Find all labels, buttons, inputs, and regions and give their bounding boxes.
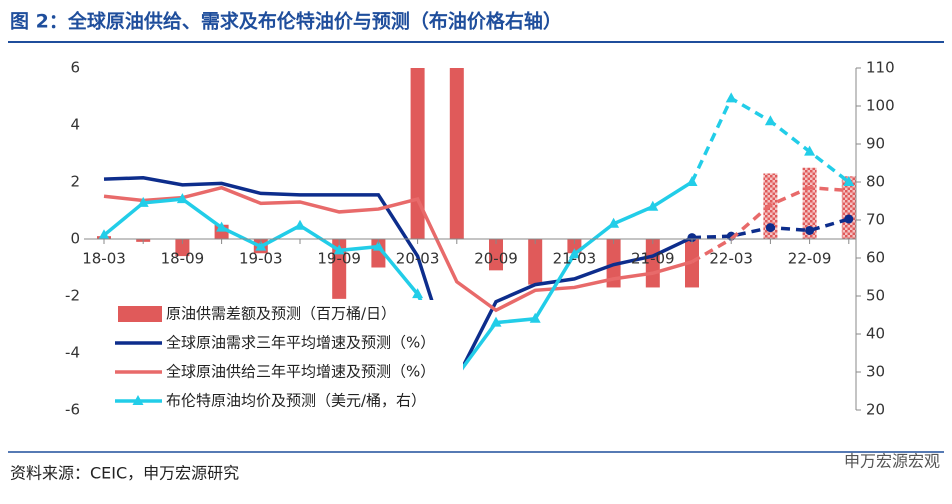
forecast-line — [690, 95, 850, 184]
legend-marker — [132, 395, 144, 405]
y2-tick-label: 40 — [866, 325, 885, 343]
y-tick-label: 2 — [70, 173, 80, 191]
y2-tick-label: 60 — [866, 249, 885, 267]
marker — [412, 288, 424, 299]
marker — [805, 225, 815, 235]
x-tick-label: 18-03 — [82, 250, 126, 268]
marker — [216, 221, 228, 232]
x-tick-label: 19-09 — [317, 250, 361, 268]
marker — [844, 214, 854, 224]
marker — [137, 196, 149, 207]
watermark: 申万宏源宏观 — [844, 452, 940, 471]
y2-tick-label: 50 — [866, 287, 885, 305]
x-tick-label: 18-09 — [161, 250, 205, 268]
plot-area — [97, 68, 856, 410]
x-tick-label: 21-03 — [553, 250, 597, 268]
marker — [294, 219, 306, 230]
marker — [372, 240, 384, 251]
marker — [490, 316, 502, 327]
y-tick-label: -2 — [65, 287, 80, 305]
y2-tick-label: 30 — [866, 363, 885, 381]
source: 资料来源：CEIC，申万宏源研究 — [10, 464, 239, 483]
marker — [647, 200, 659, 211]
legend-label: 全球原油供给三年平均增速及预测（%） — [166, 363, 435, 381]
bar — [802, 167, 817, 239]
x-tick-label: 20-03 — [396, 250, 440, 268]
marker — [804, 145, 816, 156]
legend-label: 布伦特原油均价及预测（美元/桶，右） — [166, 392, 426, 410]
x-tick-label: 22-03 — [709, 250, 753, 268]
line — [103, 175, 693, 384]
chart-title: 图 2：全球原油供给、需求及布伦特油价与预测（布油价格右轴） — [10, 10, 562, 33]
y-tick-label: -4 — [65, 344, 80, 362]
bar — [489, 239, 503, 271]
bar — [175, 239, 190, 257]
bar — [841, 176, 856, 239]
marker — [98, 229, 110, 240]
marker — [765, 223, 775, 233]
y2-tick-label: 80 — [866, 173, 885, 191]
marker — [686, 176, 698, 186]
x-tick-label: 19-03 — [239, 250, 283, 268]
legend-label: 原油供需差额及预测（百万桶/日） — [166, 305, 396, 323]
line — [103, 185, 693, 313]
marker — [568, 248, 580, 259]
x-tick-label: 21-09 — [631, 250, 675, 268]
x-tick-label: 22-09 — [788, 250, 832, 268]
bar — [410, 68, 425, 239]
marker — [843, 176, 855, 186]
y2-tick-label: 110 — [866, 59, 895, 77]
marker — [529, 312, 541, 323]
y-tick-label: 0 — [70, 230, 80, 248]
legend-label: 全球原油需求三年平均增速及预测（%） — [166, 334, 435, 352]
x-tick-label: 20-09 — [474, 250, 518, 268]
bar — [449, 68, 464, 239]
forecast-line — [691, 185, 849, 264]
y2-tick-label: 100 — [866, 97, 895, 115]
marker — [176, 193, 188, 204]
y2-tick-label: 20 — [866, 401, 885, 419]
legend-box — [108, 300, 463, 410]
marker — [255, 240, 267, 251]
marker — [333, 244, 345, 255]
marker — [764, 115, 776, 126]
marker — [608, 217, 620, 228]
y-tick-label: -6 — [65, 401, 80, 419]
legend-swatch — [118, 306, 162, 322]
y2-tick-label: 70 — [866, 211, 885, 229]
y2-tick-label: 90 — [866, 135, 885, 153]
y-tick-label: 6 — [70, 59, 80, 77]
marker — [725, 92, 737, 103]
marker — [687, 233, 697, 243]
bar — [528, 239, 543, 285]
y-tick-label: 4 — [70, 116, 80, 134]
